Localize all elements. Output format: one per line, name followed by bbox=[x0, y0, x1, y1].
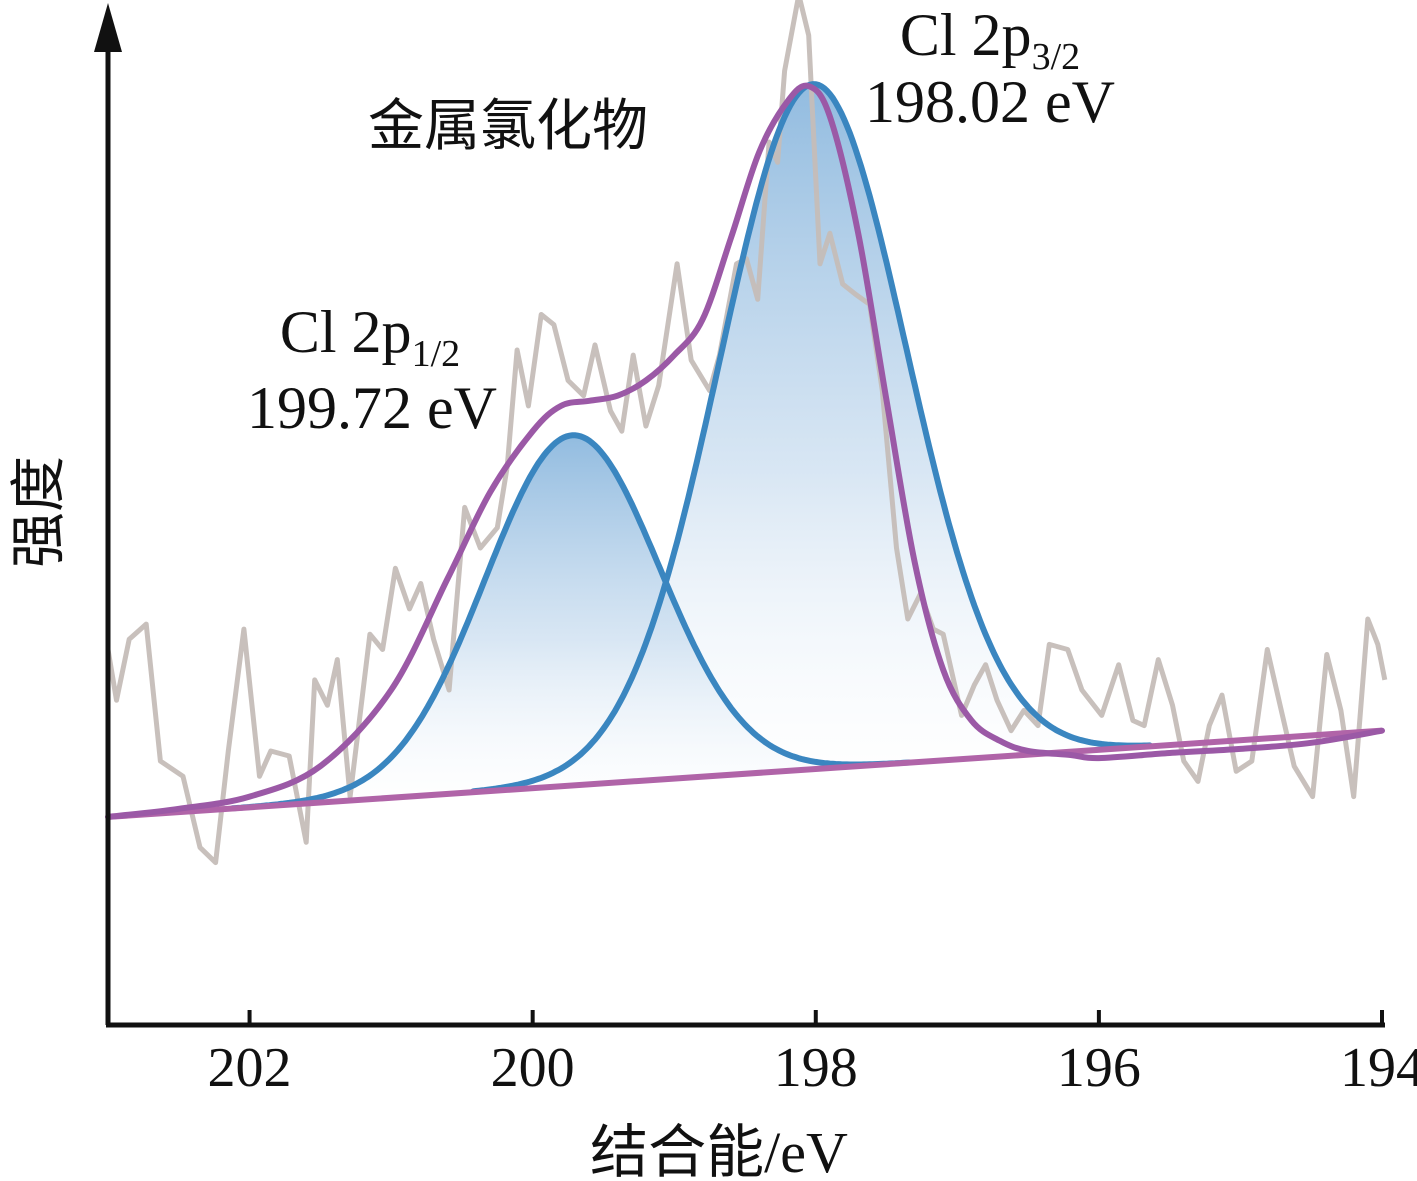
annotation-peak-3-2-label: Cl 2p3/2 bbox=[900, 2, 1080, 78]
envelope-layer bbox=[105, 82, 1385, 820]
annotation-peak-1-2-label: Cl 2p1/2 bbox=[280, 299, 460, 375]
x-axis-label: 结合能/eV bbox=[590, 1120, 848, 1181]
envelope-curve bbox=[105, 82, 1385, 820]
x-tick-label-200: 200 bbox=[491, 1037, 575, 1099]
component-fill-0 bbox=[473, 84, 1150, 793]
component-fill-1 bbox=[232, 435, 910, 809]
annotation-peak-1-2-main: Cl 2p bbox=[280, 299, 412, 365]
annotation-peak-3-2-energy: 198.02 eV bbox=[865, 69, 1115, 135]
x-tick-label-196: 196 bbox=[1057, 1037, 1141, 1099]
x-tick-label-198: 198 bbox=[774, 1037, 858, 1099]
chart-title: 金属氯化物 bbox=[368, 96, 648, 158]
annotation-peak-3-2: Cl 2p3/2 198.02 eV bbox=[865, 2, 1115, 135]
raw-data-line bbox=[105, 0, 1388, 866]
annotation-peak-3-2-main: Cl 2p bbox=[900, 2, 1032, 68]
y-axis-label: 强度 bbox=[9, 456, 71, 568]
x-tick-label-202: 202 bbox=[208, 1037, 292, 1099]
annotation-peak-3-2-subscript: 3/2 bbox=[1032, 36, 1081, 78]
x-ticks: 202 200 198 196 194 bbox=[208, 1010, 1417, 1099]
annotation-peak-1-2-energy: 199.72 eV bbox=[247, 375, 497, 441]
x-tick-label-194: 194 bbox=[1340, 1037, 1417, 1099]
y-axis-arrow-icon bbox=[94, 3, 122, 52]
raw-data-layer bbox=[105, 0, 1388, 866]
component-fills bbox=[232, 84, 1150, 809]
annotation-peak-1-2-subscript: 1/2 bbox=[412, 333, 461, 375]
annotation-peak-1-2: Cl 2p1/2 199.72 eV bbox=[247, 299, 497, 441]
background-layer bbox=[107, 727, 1383, 820]
component-curve-1 bbox=[229, 432, 913, 812]
background-line bbox=[107, 727, 1383, 820]
